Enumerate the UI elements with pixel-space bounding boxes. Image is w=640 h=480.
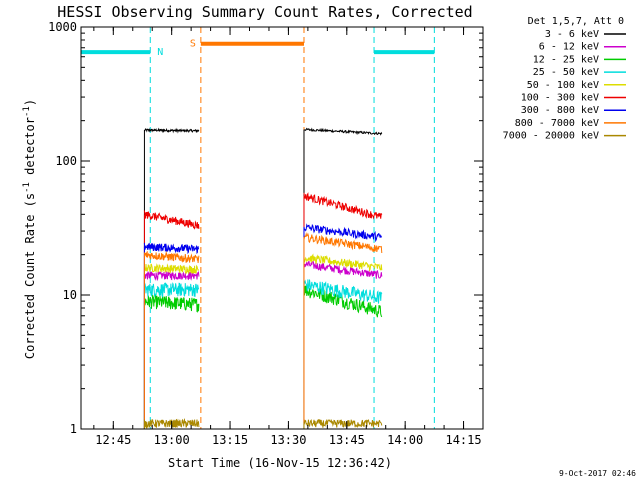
series-line (303, 279, 383, 304)
legend-label: 7000 - 20000 keV (503, 131, 599, 142)
series-line (143, 417, 200, 429)
series-layer (143, 127, 383, 429)
series-line (303, 285, 383, 318)
legend-label: 300 - 800 keV (521, 105, 599, 116)
legend-header: Det 1,5,7, Att 0 (528, 16, 624, 27)
series-line (143, 242, 200, 255)
x-tick-label: 13:00 (154, 433, 190, 447)
x-tick-label: 13:30 (270, 433, 306, 447)
legend-label: 25 - 50 keV (533, 67, 599, 78)
series-line (303, 192, 383, 220)
series-line (303, 232, 383, 254)
series-line (143, 250, 200, 263)
x-tick-label: 13:45 (329, 433, 365, 447)
series-line (303, 223, 383, 243)
x-tick-label: 14:15 (445, 433, 481, 447)
y-tick-label: 100 (55, 154, 77, 168)
x-tick-label: 12:45 (95, 433, 131, 447)
flag-label: N (157, 47, 163, 58)
footer-date: 9-Oct-2017 02:46 (559, 469, 636, 478)
legend-label: 6 - 12 keV (539, 42, 599, 53)
series-line (143, 282, 200, 298)
x-tick-label: 13:15 (212, 433, 248, 447)
mode-flags: NS (81, 27, 435, 429)
flag-label: S (190, 39, 196, 50)
plot-frame (80, 26, 484, 430)
y-tick-label: 1000 (48, 20, 77, 34)
legend-label: 50 - 100 keV (527, 80, 599, 91)
series-line (143, 294, 200, 313)
legend-label: 12 - 25 keV (533, 54, 599, 65)
axes: 12:45 13:00 13:15 13:30 13:45 14:00 14:15 1 10 10… (48, 20, 484, 447)
series-line (144, 270, 200, 282)
legend-label: 100 - 300 keV (521, 93, 599, 104)
y-tick-label: 1 (70, 422, 77, 436)
series-line (303, 419, 383, 428)
legend-label: 3 - 6 keV (545, 29, 599, 40)
x-axis-label: Start Time (16-Nov-15 12:36:42) (168, 456, 392, 470)
series-line (303, 259, 383, 279)
series-line (143, 210, 200, 230)
series-line (143, 127, 200, 134)
series-line (143, 263, 199, 274)
y-axis-label: Corrected Count Rate (s-1 detector-1) (22, 99, 37, 359)
legend-label: 800 - 7000 keV (515, 118, 599, 129)
y-tick-label: 10 (63, 288, 77, 302)
series-line (303, 253, 383, 272)
chart-title: HESSI Observing Summary Count Rates, Cor… (57, 3, 472, 21)
series-line (303, 127, 383, 136)
x-tick-label: 14:00 (387, 433, 423, 447)
